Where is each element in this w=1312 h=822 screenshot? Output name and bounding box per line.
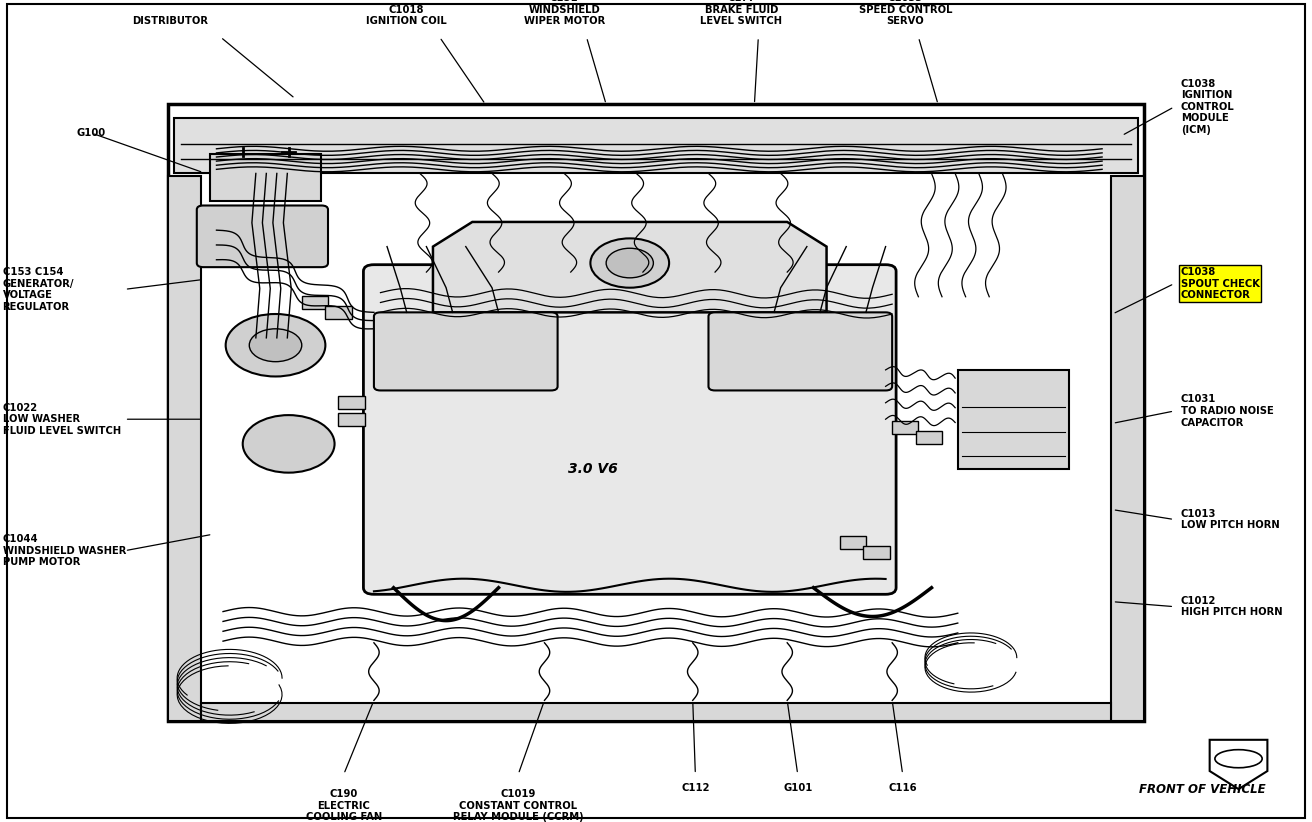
FancyBboxPatch shape — [325, 306, 352, 319]
FancyBboxPatch shape — [374, 312, 558, 390]
Text: FRONT OF VEHICLE: FRONT OF VEHICLE — [1139, 783, 1266, 796]
Text: C1044
WINDSHIELD WASHER
PUMP MOTOR: C1044 WINDSHIELD WASHER PUMP MOTOR — [3, 534, 126, 567]
Text: C116: C116 — [888, 783, 917, 792]
Text: C190
ELECTRIC
COOLING FAN: C190 ELECTRIC COOLING FAN — [306, 789, 382, 822]
FancyBboxPatch shape — [338, 413, 365, 426]
Circle shape — [226, 314, 325, 376]
FancyBboxPatch shape — [708, 312, 892, 390]
Text: C1012
HIGH PITCH HORN: C1012 HIGH PITCH HORN — [1181, 596, 1282, 617]
Text: C1018
IGNITION COIL: C1018 IGNITION COIL — [366, 5, 447, 26]
Bar — [174, 118, 1138, 173]
Circle shape — [243, 415, 335, 473]
Ellipse shape — [1215, 750, 1262, 768]
Polygon shape — [1210, 740, 1267, 789]
FancyBboxPatch shape — [840, 536, 866, 549]
Polygon shape — [168, 104, 1144, 721]
Text: C1013
LOW PITCH HORN: C1013 LOW PITCH HORN — [1181, 509, 1279, 530]
Bar — [201, 703, 1111, 721]
Circle shape — [249, 329, 302, 362]
Text: C1033
SPEED CONTROL
SERVO: C1033 SPEED CONTROL SERVO — [858, 0, 953, 26]
FancyBboxPatch shape — [363, 265, 896, 594]
Polygon shape — [1111, 176, 1144, 721]
FancyBboxPatch shape — [892, 421, 918, 434]
FancyBboxPatch shape — [863, 546, 890, 559]
Text: G100: G100 — [76, 128, 105, 138]
Text: C112: C112 — [681, 783, 710, 792]
Text: C177
BRAKE FLUID
LEVEL SWITCH: C177 BRAKE FLUID LEVEL SWITCH — [701, 0, 782, 26]
Circle shape — [590, 238, 669, 288]
Text: C1022
LOW WASHER
FLUID LEVEL SWITCH: C1022 LOW WASHER FLUID LEVEL SWITCH — [3, 403, 121, 436]
Text: C153 C154
GENERATOR/
VOLTAGE
REGULATOR: C153 C154 GENERATOR/ VOLTAGE REGULATOR — [3, 267, 73, 312]
Text: G101: G101 — [783, 783, 812, 792]
Polygon shape — [433, 222, 827, 312]
Bar — [210, 154, 321, 201]
Text: C1019
CONSTANT CONTROL
RELAY MODULE (CCRM): C1019 CONSTANT CONTROL RELAY MODULE (CCR… — [453, 789, 584, 822]
FancyBboxPatch shape — [958, 370, 1069, 469]
FancyBboxPatch shape — [338, 396, 365, 409]
Circle shape — [606, 248, 653, 278]
Text: C151
WINDSHIELD
WIPER MOTOR: C151 WINDSHIELD WIPER MOTOR — [523, 0, 605, 26]
FancyBboxPatch shape — [197, 206, 328, 267]
Text: DISTRIBUTOR: DISTRIBUTOR — [133, 16, 209, 26]
Text: C1038
SPOUT CHECK
CONNECTOR: C1038 SPOUT CHECK CONNECTOR — [1181, 267, 1260, 300]
Polygon shape — [168, 176, 201, 721]
Text: C1038
IGNITION
CONTROL
MODULE
(ICM): C1038 IGNITION CONTROL MODULE (ICM) — [1181, 79, 1235, 135]
FancyBboxPatch shape — [916, 431, 942, 444]
Text: C1031
TO RADIO NOISE
CAPACITOR: C1031 TO RADIO NOISE CAPACITOR — [1181, 395, 1274, 427]
Text: 3.0 V6: 3.0 V6 — [568, 461, 618, 476]
FancyBboxPatch shape — [302, 296, 328, 309]
